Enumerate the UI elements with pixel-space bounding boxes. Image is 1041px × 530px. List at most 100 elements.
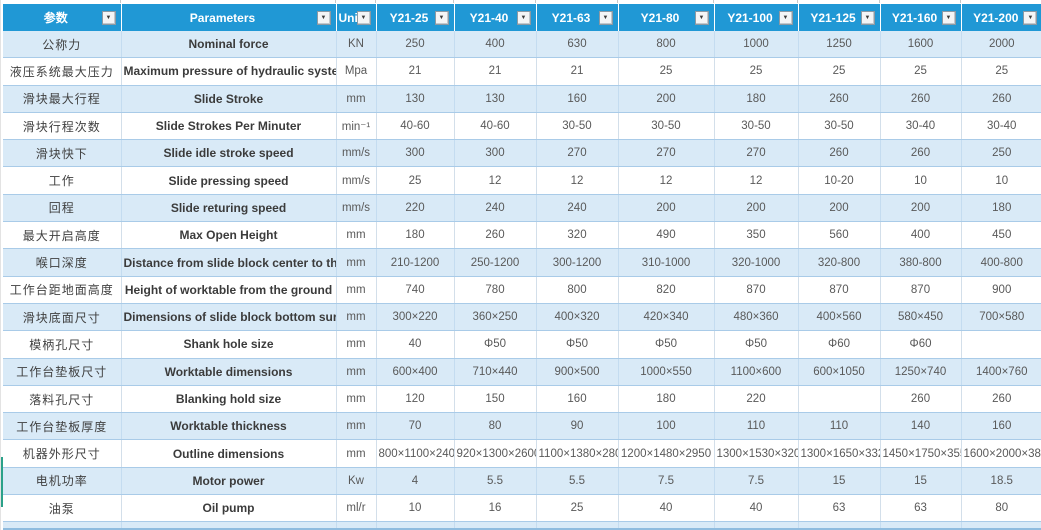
param-name-en-cell[interactable]: Slide returing speed	[121, 194, 337, 223]
value-cell[interactable]: 12	[454, 166, 537, 195]
value-cell[interactable]: 15	[798, 467, 881, 496]
value-cell[interactable]: 1200×1480×2950	[618, 439, 715, 468]
filter-dropdown-button[interactable]: ▼	[356, 10, 371, 25]
value-cell[interactable]: 30-40	[880, 112, 962, 141]
param-name-en-cell[interactable]: Worktable thickness	[121, 412, 337, 441]
value-cell[interactable]: 420×340	[618, 303, 715, 332]
value-cell[interactable]: 220	[376, 194, 455, 223]
unit-cell[interactable]: mm	[336, 358, 377, 386]
value-cell[interactable]: 260	[961, 85, 1041, 113]
param-name-cn-cell[interactable]: 工作台距地面高度	[3, 276, 122, 304]
value-cell[interactable]: 1000×550	[618, 358, 715, 386]
value-cell[interactable]: 40-60	[376, 112, 455, 141]
value-cell[interactable]: 560	[798, 221, 881, 250]
value-cell[interactable]: 30-50	[714, 112, 799, 141]
value-cell[interactable]: 130	[454, 85, 537, 113]
value-cell[interactable]: 780	[454, 276, 537, 304]
filter-dropdown-button[interactable]: ▼	[598, 10, 613, 25]
filter-dropdown-button[interactable]: ▼	[778, 10, 793, 25]
unit-cell[interactable]: Mpa	[336, 57, 377, 86]
value-cell[interactable]: 270	[536, 139, 619, 168]
value-cell[interactable]: 260	[880, 85, 962, 113]
value-cell[interactable]: 10	[880, 166, 962, 195]
value-cell[interactable]: 140	[880, 412, 962, 441]
param-name-cn-cell[interactable]: 喉口深度	[3, 248, 122, 277]
param-name-cn-cell[interactable]: 油泵	[3, 494, 122, 523]
value-cell[interactable]: Φ50	[714, 330, 799, 359]
value-cell[interactable]: 270	[714, 139, 799, 168]
value-cell[interactable]: 5.5	[536, 467, 619, 496]
value-cell[interactable]	[798, 385, 881, 414]
value-cell[interactable]: 30-50	[798, 112, 881, 141]
param-name-en-cell[interactable]: Distance from slide block center to the …	[121, 248, 337, 277]
param-name-cn-cell[interactable]: 落料孔尺寸	[3, 385, 122, 414]
unit-cell[interactable]: min⁻¹	[336, 112, 377, 141]
value-cell[interactable]	[961, 330, 1041, 359]
value-cell[interactable]: 260	[961, 385, 1041, 414]
param-name-cn-cell[interactable]: 液压系统最大压力	[3, 57, 122, 86]
value-cell[interactable]: 21	[376, 57, 455, 86]
filter-dropdown-button[interactable]: ▼	[101, 10, 116, 25]
value-cell[interactable]: 220	[714, 385, 799, 414]
unit-cell[interactable]: mm	[336, 221, 377, 250]
value-cell[interactable]: 25	[536, 494, 619, 523]
unit-cell[interactable]: mm	[336, 439, 377, 468]
value-cell[interactable]: 25	[798, 57, 881, 86]
value-cell[interactable]: 63	[880, 494, 962, 523]
value-cell[interactable]: 15	[880, 467, 962, 496]
value-cell[interactable]: 580×450	[880, 303, 962, 332]
param-name-en-cell[interactable]: Blanking hold size	[121, 385, 337, 414]
param-name-cn-cell[interactable]: 公称力	[3, 31, 122, 59]
value-cell[interactable]: 200	[714, 194, 799, 223]
value-cell[interactable]: 260	[798, 85, 881, 113]
value-cell[interactable]: Φ50	[454, 330, 537, 359]
value-cell[interactable]: 1100×1380×2800	[536, 439, 619, 468]
value-cell[interactable]: 180	[618, 385, 715, 414]
value-cell[interactable]: 12	[536, 166, 619, 195]
unit-cell[interactable]: mm/s	[336, 139, 377, 168]
value-cell[interactable]: 90	[536, 412, 619, 441]
value-cell[interactable]: 110	[798, 412, 881, 441]
value-cell[interactable]: 350	[714, 221, 799, 250]
col-header-model-y21-160[interactable]: Y21-160 ▼	[880, 4, 962, 31]
value-cell[interactable]: 700×580	[961, 303, 1041, 332]
unit-cell[interactable]: mm	[336, 303, 377, 332]
value-cell[interactable]: 300×220	[376, 303, 455, 332]
unit-cell[interactable]: mm	[336, 248, 377, 277]
value-cell[interactable]: 25	[376, 166, 455, 195]
value-cell[interactable]: 870	[880, 276, 962, 304]
col-header-model-y21-80[interactable]: Y21-80 ▼	[618, 4, 715, 31]
value-cell[interactable]: 180	[376, 221, 455, 250]
value-cell[interactable]: 920×1300×2600	[454, 439, 537, 468]
value-cell[interactable]: 260	[454, 221, 537, 250]
value-cell[interactable]: 800	[618, 31, 715, 59]
value-cell[interactable]: 400	[880, 221, 962, 250]
value-cell[interactable]: 100	[618, 412, 715, 441]
value-cell[interactable]: 200	[798, 194, 881, 223]
value-cell[interactable]: 1450×1750×3550	[880, 439, 962, 468]
value-cell[interactable]: 270	[618, 139, 715, 168]
value-cell[interactable]: 250-1200	[454, 248, 537, 277]
unit-cell[interactable]: mm/s	[336, 166, 377, 195]
value-cell[interactable]: 800×1100×2400	[376, 439, 455, 468]
param-name-cn-cell[interactable]: 滑块最大行程	[3, 85, 122, 113]
value-cell[interactable]: Φ50	[536, 330, 619, 359]
unit-cell[interactable]: Kw	[336, 467, 377, 496]
value-cell[interactable]: 200	[618, 85, 715, 113]
param-name-cn-cell[interactable]: 滑块行程次数	[3, 112, 122, 141]
filter-dropdown-button[interactable]: ▼	[316, 10, 331, 25]
col-header-model-y21-40[interactable]: Y21-40 ▼	[454, 4, 537, 31]
value-cell[interactable]: 10-20	[798, 166, 881, 195]
param-name-en-cell[interactable]: Slide Stroke	[121, 85, 337, 113]
value-cell[interactable]: 40	[714, 494, 799, 523]
param-name-cn-cell[interactable]: 回程	[3, 194, 122, 223]
param-name-cn-cell[interactable]: 滑块底面尺寸	[3, 303, 122, 332]
value-cell[interactable]: 10	[961, 166, 1041, 195]
filter-dropdown-button[interactable]: ▼	[941, 10, 956, 25]
value-cell[interactable]: 250	[961, 139, 1041, 168]
value-cell[interactable]: 2000	[961, 31, 1041, 59]
value-cell[interactable]: 150	[454, 385, 537, 414]
value-cell[interactable]: 800	[536, 276, 619, 304]
value-cell[interactable]: 1000	[714, 31, 799, 59]
value-cell[interactable]: 300	[376, 139, 455, 168]
